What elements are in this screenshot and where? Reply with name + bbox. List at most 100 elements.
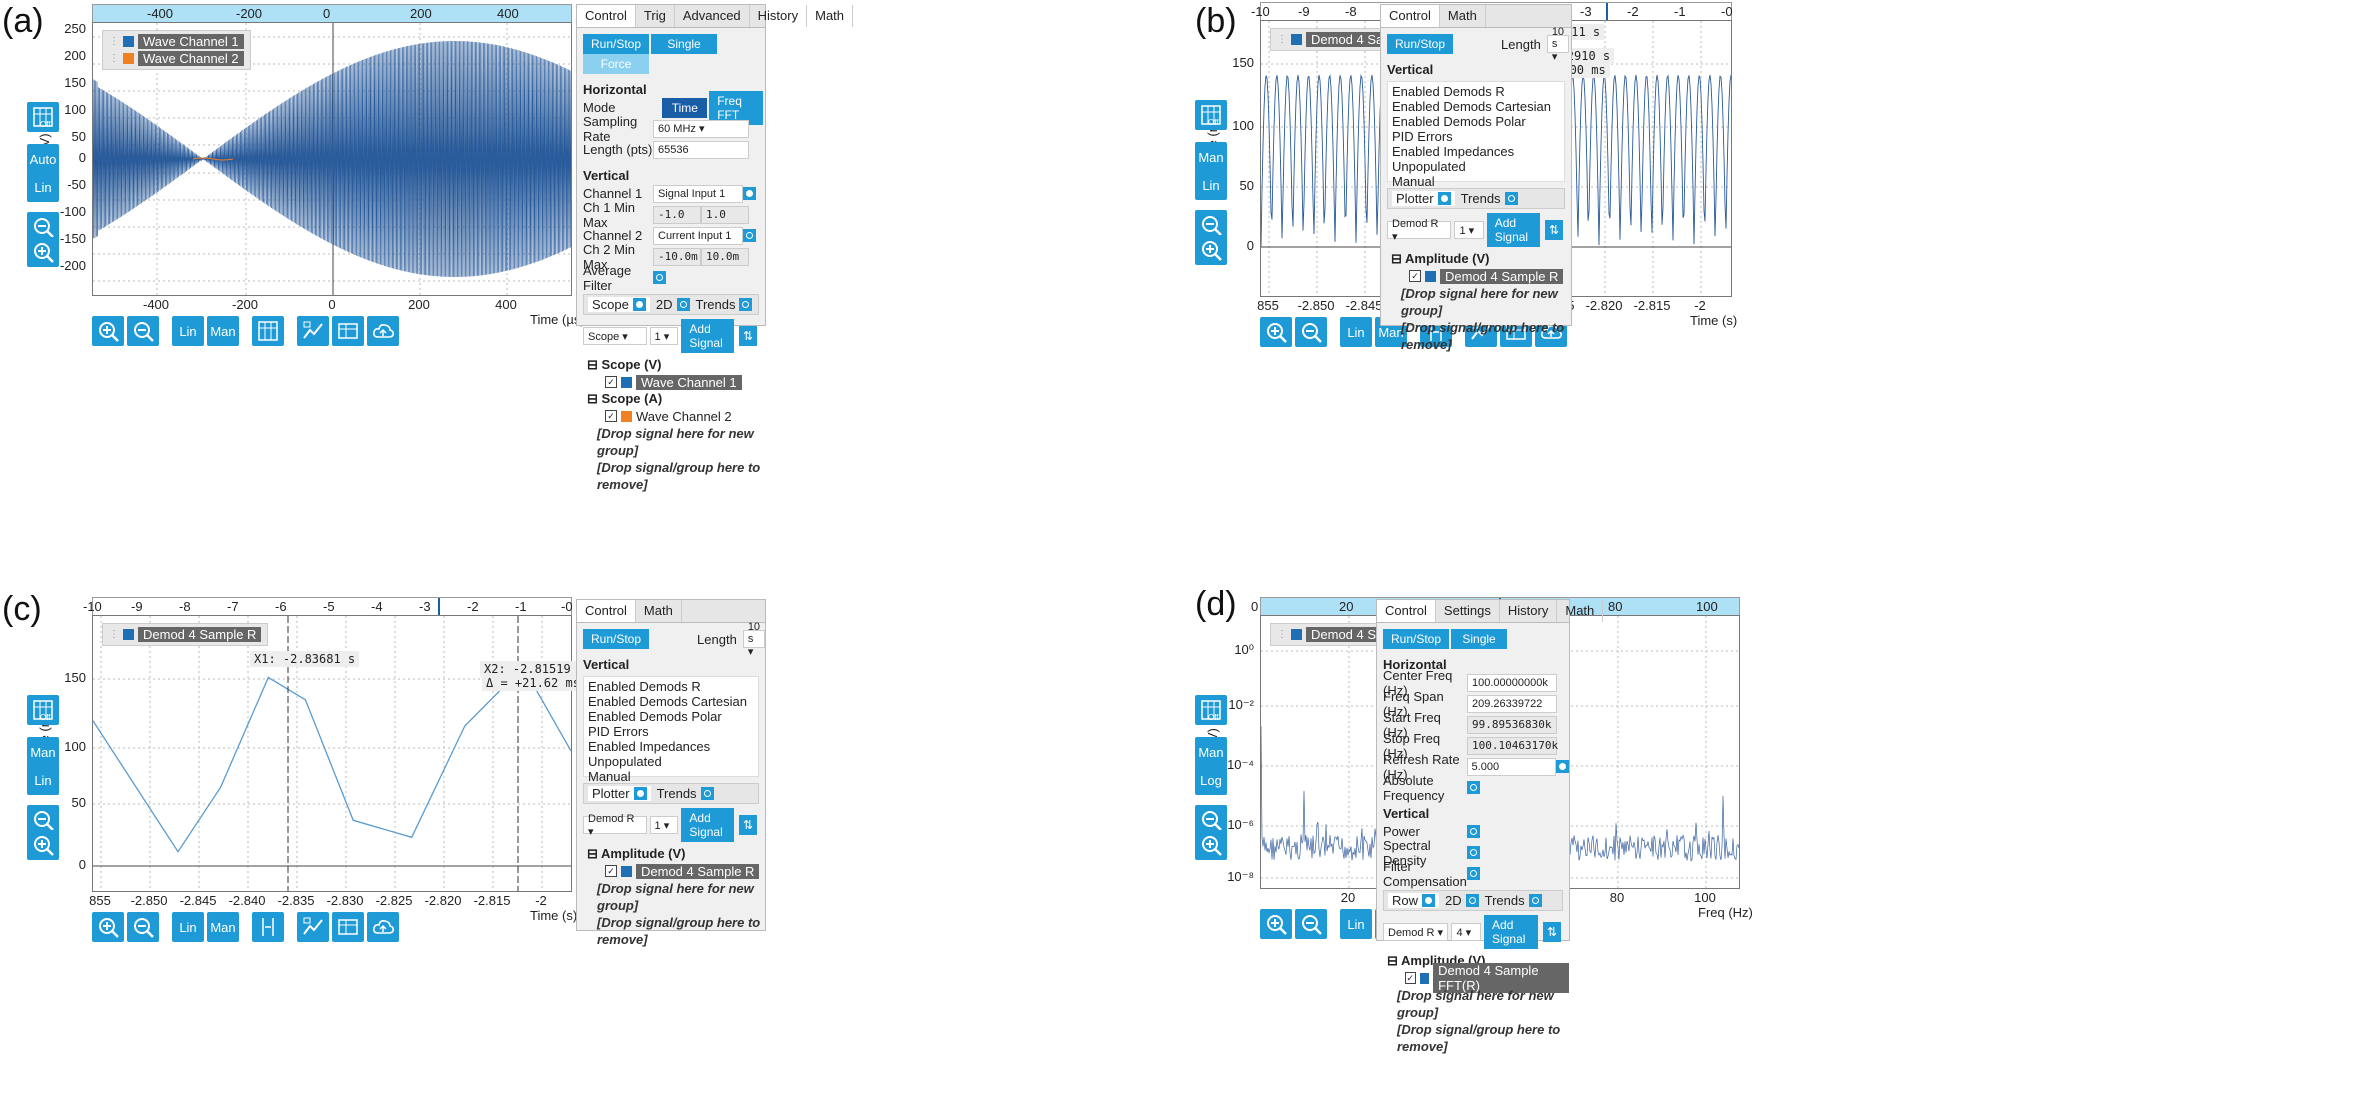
drop-remove[interactable]: [Drop signal/group here to remove] bbox=[1397, 1022, 1561, 1054]
checkbox[interactable]: ✓ bbox=[605, 376, 617, 388]
x-grid-button[interactable] bbox=[252, 912, 284, 942]
tab-math[interactable]: Math bbox=[807, 5, 854, 27]
cloud-save-button[interactable] bbox=[367, 912, 399, 942]
x-axis-mode-button[interactable]: Lin bbox=[172, 316, 204, 346]
mode-time-button[interactable]: Time bbox=[662, 97, 708, 118]
top-range-bar[interactable]: -400 -200 0 200 400 bbox=[92, 4, 572, 24]
legend[interactable]: ⋮ Demod 4 Sample R bbox=[102, 623, 269, 646]
drop-remove[interactable]: [Drop signal/group here to remove] bbox=[597, 460, 761, 492]
tree-signal[interactable]: ✓ Wave Channel 1 bbox=[605, 373, 765, 391]
field-input[interactable]: 99.89536830k bbox=[1467, 715, 1557, 734]
subtab-trends[interactable]: Trends bbox=[657, 786, 714, 801]
ch1-max-input[interactable]: 1.0 bbox=[701, 205, 749, 224]
y-scale-mode-button[interactable]: Auto bbox=[27, 144, 59, 174]
subtab-toggle-icon[interactable] bbox=[1437, 192, 1451, 205]
list-item[interactable]: Manual bbox=[1392, 174, 1435, 189]
y-axis-mode-button[interactable]: Lin bbox=[27, 765, 59, 795]
data-export-button[interactable] bbox=[297, 912, 329, 942]
list-item[interactable]: PID Errors bbox=[1392, 129, 1453, 144]
subtab-trends[interactable]: Trends bbox=[696, 297, 753, 312]
x-zoom-in-button[interactable] bbox=[1260, 317, 1292, 347]
length-input[interactable]: 65536 bbox=[653, 140, 749, 159]
signal-source-select[interactable]: Scope ▾ bbox=[583, 327, 647, 345]
run-stop-button[interactable]: Run/Stop bbox=[583, 34, 650, 54]
channel1-select[interactable]: Signal Input 1 bbox=[653, 184, 743, 203]
option-toggle-icon[interactable] bbox=[1467, 867, 1480, 880]
legend[interactable]: ⋮ Wave Channel 1 ⋮ Wave Channel 2 bbox=[102, 30, 251, 70]
legend-item[interactable]: ⋮ Wave Channel 2 bbox=[109, 50, 244, 67]
signal-source-select[interactable]: Demod R ▾ bbox=[1387, 218, 1452, 243]
drag-handle-icon[interactable]: ⋮ bbox=[1277, 34, 1287, 45]
sort-icon[interactable]: ⇅ bbox=[1544, 220, 1563, 240]
drop-new-group[interactable]: [Drop signal here for new group] bbox=[597, 881, 754, 913]
sort-icon[interactable]: ⇅ bbox=[738, 815, 758, 835]
tab-math[interactable]: Math bbox=[1557, 600, 1604, 622]
signal-index-select[interactable]: 1 ▾ bbox=[1454, 221, 1484, 239]
grid-off-button[interactable] bbox=[1195, 100, 1227, 130]
list-item[interactable]: Enabled Demods R bbox=[1392, 84, 1505, 99]
tab-trig[interactable]: Trig bbox=[636, 5, 675, 27]
sampling-rate-select[interactable]: 60 MHz ▾ bbox=[653, 119, 749, 138]
tree-signal[interactable]: ✓ Wave Channel 2 bbox=[605, 407, 765, 425]
x-scale-mode-button[interactable]: Man bbox=[207, 912, 239, 942]
tree-signal[interactable]: ✓ Demod 4 Sample R bbox=[1409, 267, 1571, 285]
list-item[interactable]: Unpopulated bbox=[1392, 159, 1466, 174]
range-marker[interactable] bbox=[438, 598, 440, 616]
drag-handle-icon[interactable]: ⋮ bbox=[109, 53, 119, 64]
drop-new-group[interactable]: [Drop signal here for new group] bbox=[597, 426, 754, 458]
x-zoom-out-button[interactable] bbox=[1295, 909, 1327, 939]
list-item[interactable]: Enabled Demods Cartesian bbox=[588, 694, 747, 709]
tree-group[interactable]: ⊟ Scope (A) bbox=[587, 391, 663, 406]
sort-icon[interactable]: ⇅ bbox=[738, 326, 758, 346]
subtab-scope[interactable]: Scope bbox=[588, 297, 650, 312]
x-zoom-in-button[interactable] bbox=[92, 316, 124, 346]
list-item[interactable]: Enabled Impedances bbox=[1392, 144, 1515, 159]
grid-off-button[interactable] bbox=[27, 102, 59, 132]
tab-control[interactable]: Control bbox=[1377, 600, 1436, 622]
drag-handle-icon[interactable]: ⋮ bbox=[1277, 629, 1287, 640]
x-zoom-out-button[interactable] bbox=[1295, 317, 1327, 347]
run-stop-button[interactable]: Run/Stop bbox=[583, 629, 650, 649]
subtab-toggle-icon[interactable] bbox=[1504, 192, 1518, 205]
field-input[interactable]: 100.10463170k bbox=[1467, 736, 1558, 755]
x-scale-mode-button[interactable]: Man bbox=[207, 316, 239, 346]
x-zoom-out-button[interactable] bbox=[127, 912, 159, 942]
average-filter-toggle-icon[interactable] bbox=[653, 271, 666, 284]
mode-fft-button[interactable]: Freq FFT bbox=[709, 90, 764, 125]
list-item[interactable]: Unpopulated bbox=[588, 754, 662, 769]
tab-math[interactable]: Math bbox=[636, 600, 682, 622]
list-item[interactable]: Enabled Demods Polar bbox=[1392, 114, 1526, 129]
x-zoom-out-button[interactable] bbox=[127, 316, 159, 346]
x-zoom-in-button[interactable] bbox=[92, 912, 124, 942]
list-item[interactable]: Manual bbox=[588, 769, 631, 784]
subtab-trends[interactable]: Trends bbox=[1461, 191, 1518, 206]
checkbox[interactable]: ✓ bbox=[605, 410, 617, 422]
y-scale-mode-button[interactable]: Man bbox=[27, 737, 59, 767]
subtab-toggle-icon[interactable] bbox=[739, 298, 753, 311]
subtab-2d[interactable]: 2D bbox=[1445, 893, 1479, 908]
x-axis-mode-button[interactable]: Lin bbox=[1340, 909, 1372, 939]
single-button[interactable]: Single bbox=[1451, 629, 1508, 649]
subtab-row[interactable]: Row bbox=[1388, 893, 1440, 908]
length-select[interactable]: 10 s ▾ bbox=[742, 621, 766, 658]
tree-group[interactable]: ⊟ Scope (V) bbox=[587, 357, 662, 372]
drag-handle-icon[interactable]: ⋮ bbox=[109, 36, 119, 47]
sort-icon[interactable]: ⇅ bbox=[1542, 922, 1561, 942]
ch2-min-input[interactable]: -10.0m bbox=[653, 247, 701, 266]
subtab-toggle-icon[interactable] bbox=[700, 787, 714, 800]
tab-advanced[interactable]: Advanced bbox=[675, 5, 750, 27]
subtab-toggle-icon[interactable] bbox=[676, 298, 690, 311]
y-zoom-in-button[interactable] bbox=[27, 830, 59, 860]
tab-control[interactable]: Control bbox=[1381, 5, 1440, 27]
field-input[interactable]: 5.000 bbox=[1466, 757, 1557, 776]
channel2-select[interactable]: Current Input 1 bbox=[653, 226, 743, 245]
run-stop-button[interactable]: Run/Stop bbox=[1387, 34, 1454, 54]
subtab-trends[interactable]: Trends bbox=[1485, 893, 1542, 908]
checkbox[interactable]: ✓ bbox=[1405, 972, 1416, 984]
range-marker[interactable] bbox=[1606, 3, 1608, 21]
subtab-2d[interactable]: 2D bbox=[656, 297, 690, 312]
tree-group[interactable]: ⊟ Amplitude (V) bbox=[1391, 251, 1490, 266]
refresh-toggle-icon[interactable] bbox=[1556, 760, 1569, 773]
checkbox[interactable]: ✓ bbox=[605, 865, 617, 877]
signal-source-select[interactable]: Demod R ▾ bbox=[1383, 923, 1449, 941]
